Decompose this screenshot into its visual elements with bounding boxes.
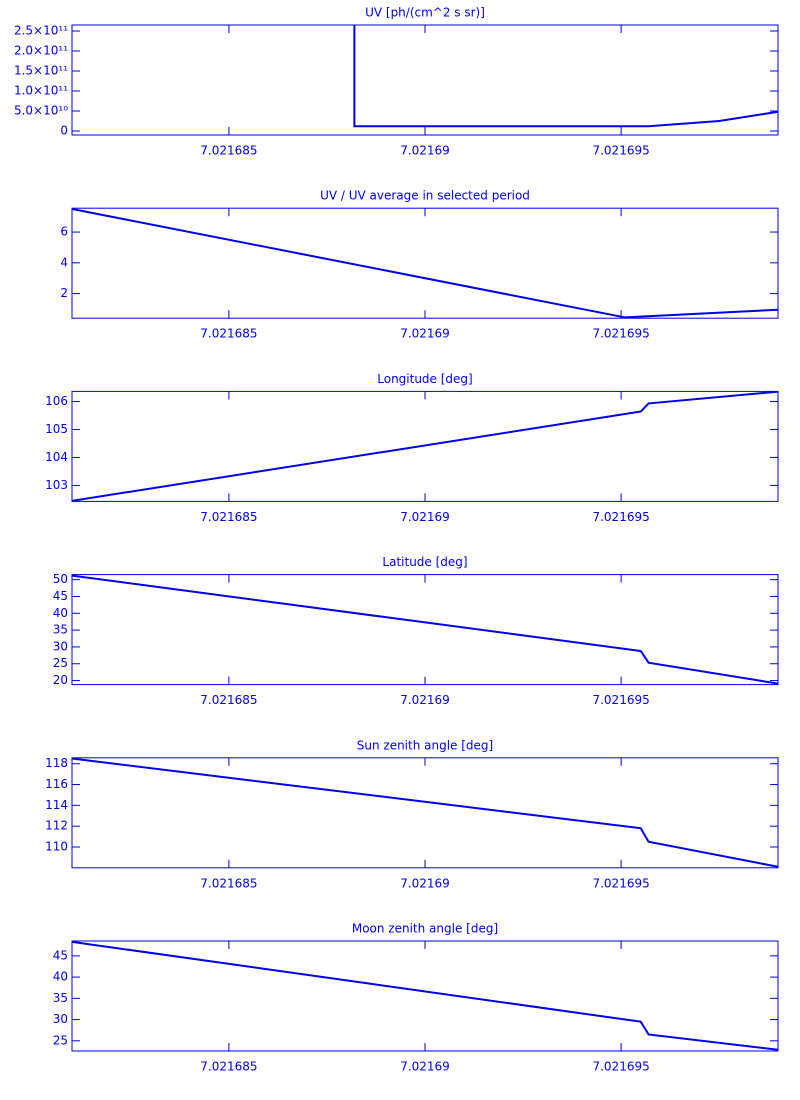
x-tick-label: 7.02169 <box>400 144 450 158</box>
x-tick-label: 7.021685 <box>200 693 257 707</box>
y-tick-label: 104 <box>45 450 68 464</box>
plot-frame <box>71 207 779 319</box>
x-tick-label: 7.021685 <box>200 510 257 524</box>
plot-frame <box>71 574 779 686</box>
y-tick-label: 25 <box>53 656 68 670</box>
x-tick-label: 7.02169 <box>400 327 450 341</box>
chart-title: UV / UV average in selected period <box>320 189 530 203</box>
x-tick-label: 7.021685 <box>200 327 257 341</box>
y-tick-label: 40 <box>53 606 68 620</box>
y-tick-label: 114 <box>45 798 68 812</box>
y-tick-label: 112 <box>45 819 68 833</box>
y-tick-label: 5.0×10¹⁰ <box>14 104 68 118</box>
x-tick-label: 7.021695 <box>592 876 649 890</box>
x-tick-label: 7.02169 <box>400 1060 450 1074</box>
x-tick-label: 7.021685 <box>200 144 257 158</box>
data-line <box>72 757 778 868</box>
y-tick-label: 4 <box>60 255 68 269</box>
x-tick-label: 7.02169 <box>400 693 450 707</box>
y-tick-label: 30 <box>53 1012 68 1026</box>
panel: Latitude [deg] 20 25 30 35 40 45 50 7.021685 7.02… <box>53 555 779 707</box>
x-tick-label: 7.021685 <box>200 1060 257 1074</box>
x-tick-label: 7.02169 <box>400 876 450 890</box>
y-tick-label: 6 <box>60 225 68 239</box>
y-tick-label: 116 <box>45 777 68 791</box>
x-tick-label: 7.02169 <box>400 510 450 524</box>
y-tick-label: 40 <box>53 970 68 984</box>
y-tick-label: 50 <box>53 572 68 586</box>
chart-title: Longitude [deg] <box>377 372 472 386</box>
y-tick-label: 2.5×10¹¹ <box>14 24 68 38</box>
chart-title: Latitude [deg] <box>382 555 467 569</box>
y-tick-label: 103 <box>45 478 68 492</box>
plot-frame <box>71 757 779 869</box>
x-tick-label: 7.021695 <box>592 144 649 158</box>
y-tick-label: 118 <box>45 756 68 770</box>
data-line <box>72 391 778 502</box>
panel: Sun zenith angle [deg] 110 112 114 116 118 7.0… <box>45 738 779 890</box>
data-line <box>353 25 778 128</box>
y-tick-label: 20 <box>53 673 68 687</box>
y-tick-label: 30 <box>53 639 68 653</box>
chart-title: Moon zenith angle [deg] <box>352 922 498 936</box>
y-tick-label: 25 <box>53 1033 68 1047</box>
y-tick-label: 2 <box>60 286 68 300</box>
y-tick-label: 0 <box>60 124 68 138</box>
y-tick-label: 105 <box>45 422 68 436</box>
x-tick-label: 7.021695 <box>592 693 649 707</box>
x-tick-label: 7.021685 <box>200 876 257 890</box>
chart-title: UV [ph/(cm^2 s sr)] <box>365 6 485 20</box>
panel: UV / UV average in selected period 2 4 6 7.0… <box>60 189 779 341</box>
y-tick-label: 1.0×10¹¹ <box>14 84 68 98</box>
y-tick-label: 1.5×10¹¹ <box>14 64 68 78</box>
panel: UV [ph/(cm^2 s sr)] 0 5.0×10¹⁰ 1.0×10¹¹ 1.5×… <box>14 6 779 158</box>
data-line <box>72 208 778 319</box>
y-tick-label: 45 <box>53 589 68 603</box>
y-tick-label: 110 <box>45 839 68 853</box>
panel: Longitude [deg] 103 104 105 106 7.021685 7.021… <box>45 372 779 524</box>
chart-title: Sun zenith angle [deg] <box>357 738 493 752</box>
y-tick-label: 35 <box>53 623 68 637</box>
data-line <box>72 574 778 685</box>
y-tick-label: 106 <box>45 394 68 408</box>
y-tick-label: 35 <box>53 991 68 1005</box>
data-line <box>72 941 778 1051</box>
plot-frame <box>71 24 779 136</box>
x-tick-label: 7.021695 <box>592 327 649 341</box>
x-tick-label: 7.021695 <box>592 1060 649 1074</box>
panel: Moon zenith angle [deg] 25 30 35 40 45 7.02168… <box>53 922 779 1074</box>
y-tick-label: 45 <box>53 948 68 962</box>
x-tick-label: 7.021695 <box>592 510 649 524</box>
y-tick-label: 2.0×10¹¹ <box>14 44 68 58</box>
